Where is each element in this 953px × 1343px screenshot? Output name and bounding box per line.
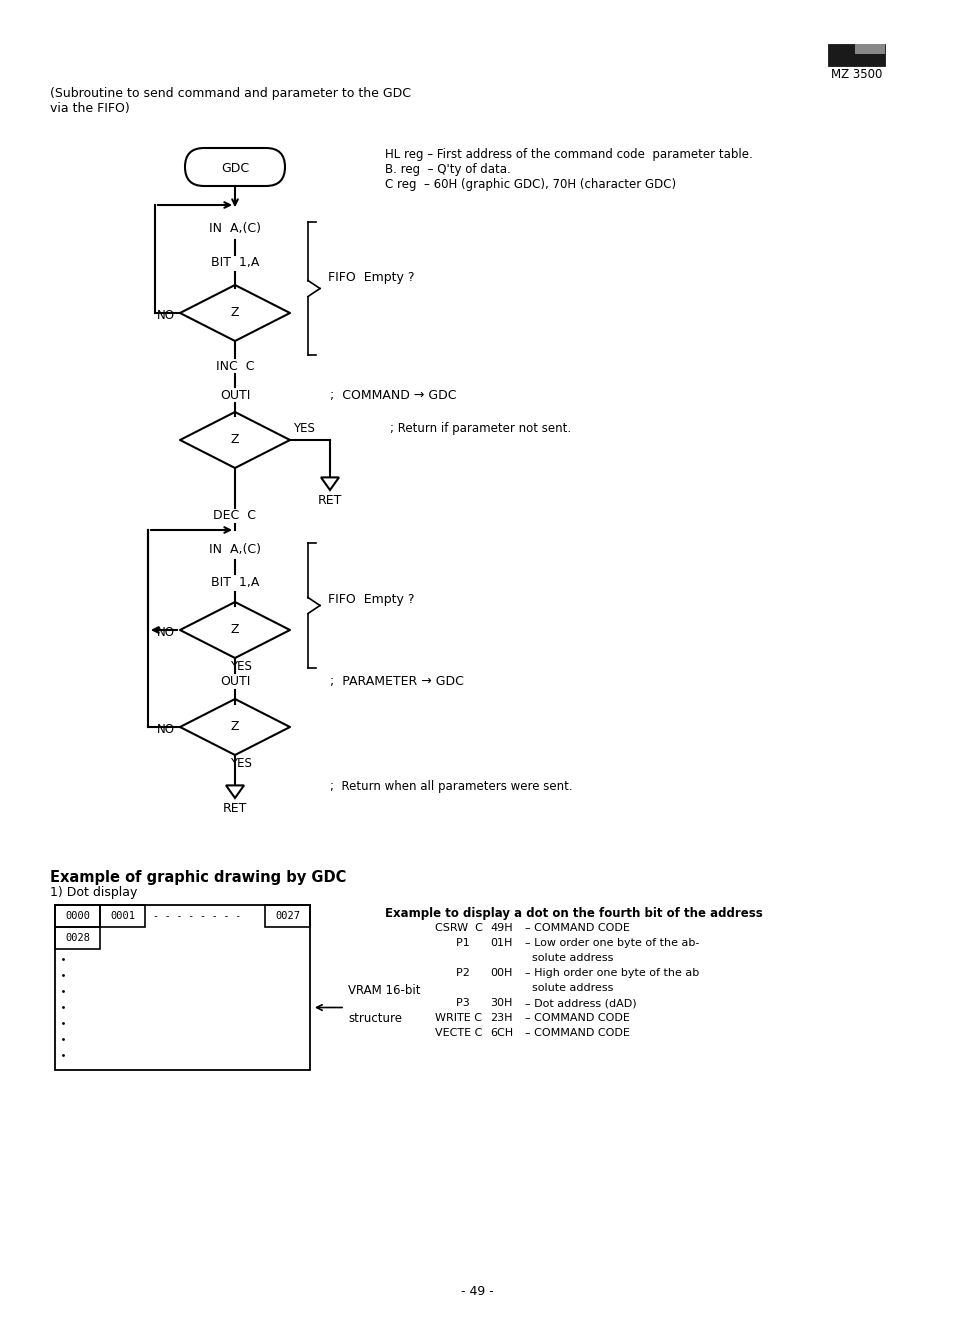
Text: NO: NO [157,309,174,322]
Text: Example of graphic drawing by GDC: Example of graphic drawing by GDC [50,870,346,885]
Text: GDC: GDC [221,163,249,175]
Text: 0000: 0000 [65,911,90,921]
Text: – COMMAND CODE: – COMMAND CODE [524,1027,629,1038]
Text: CSRW  C: CSRW C [435,923,482,933]
Text: structure: structure [348,1013,401,1026]
Text: 23H: 23H [490,1013,512,1023]
Text: 1) Dot display: 1) Dot display [50,886,137,898]
Text: FIFO  Empty ?: FIFO Empty ? [328,594,414,607]
Text: HL reg – First address of the command code  parameter table.: HL reg – First address of the command co… [385,148,752,161]
Text: P3: P3 [435,998,469,1009]
Text: YES: YES [230,757,252,770]
Text: Z: Z [231,720,239,733]
Polygon shape [320,477,338,490]
Text: 0001: 0001 [110,911,135,921]
Polygon shape [226,786,244,798]
Text: – Low order one byte of the ab-: – Low order one byte of the ab- [524,937,699,948]
Text: solute address: solute address [524,983,613,992]
Text: 30H: 30H [490,998,512,1009]
Text: - 49 -: - 49 - [460,1285,493,1297]
Text: 0027: 0027 [274,911,299,921]
Text: ;  Return when all parameters were sent.: ; Return when all parameters were sent. [330,780,572,792]
Text: VECTE C: VECTE C [435,1027,482,1038]
Bar [265,905,310,927]
Text: YES: YES [230,659,252,673]
Text: RET: RET [317,494,342,508]
Bar [100,905,145,927]
Text: – COMMAND CODE: – COMMAND CODE [524,923,629,933]
Bar [55,905,310,1070]
Text: NO: NO [157,723,174,736]
Text: Z: Z [231,306,239,320]
Text: Example to display a dot on the fourth bit of the address: Example to display a dot on the fourth b… [385,907,762,920]
Text: IN  A,(C): IN A,(C) [209,543,261,556]
Text: ; Return if parameter not sent.: ; Return if parameter not sent. [390,422,571,435]
Text: BIT  1,A: BIT 1,A [211,576,259,590]
Text: C reg  – 60H (graphic GDC), 70H (character GDC): C reg – 60H (graphic GDC), 70H (characte… [385,179,676,191]
Bar [854,44,884,54]
Text: (Subroutine to send command and parameter to the GDC: (Subroutine to send command and paramete… [50,87,411,99]
Text: B. reg  – Q'ty of data.: B. reg – Q'ty of data. [385,163,510,176]
Text: – High order one byte of the ab: – High order one byte of the ab [524,968,699,978]
Text: MZ 3500: MZ 3500 [830,68,882,81]
Text: OUTI: OUTI [219,676,250,688]
Text: P1: P1 [435,937,469,948]
Text: FIFO  Empty ?: FIFO Empty ? [328,271,414,285]
Text: IN  A,(C): IN A,(C) [209,222,261,235]
Text: YES: YES [293,422,314,435]
Bar [827,44,884,66]
Text: - - - - - - - -: - - - - - - - - [152,911,241,921]
Text: via the FIFO): via the FIFO) [50,102,130,115]
Text: OUTI: OUTI [219,389,250,402]
Text: RET: RET [223,802,247,815]
Text: ;  PARAMETER → GDC: ; PARAMETER → GDC [330,676,463,688]
Text: Z: Z [231,432,239,446]
Bar [55,927,100,950]
Bar [55,905,100,927]
Text: Z: Z [231,623,239,637]
Text: 00H: 00H [490,968,512,978]
Text: ;  COMMAND → GDC: ; COMMAND → GDC [330,389,456,402]
Text: 0028: 0028 [65,933,90,943]
Text: BIT  1,A: BIT 1,A [211,257,259,269]
Text: INC  C: INC C [215,360,254,373]
Text: 49H: 49H [490,923,512,933]
Text: NO: NO [157,626,174,639]
Text: VRAM 16-bit: VRAM 16-bit [348,984,420,998]
Text: – Dot address (dAD): – Dot address (dAD) [524,998,636,1009]
Text: solute address: solute address [524,954,613,963]
Text: WRITE C: WRITE C [435,1013,481,1023]
Text: 01H: 01H [490,937,512,948]
Text: – COMMAND CODE: – COMMAND CODE [524,1013,629,1023]
Text: 6CH: 6CH [490,1027,513,1038]
Text: DEC  C: DEC C [213,509,256,522]
Text: P2: P2 [435,968,470,978]
